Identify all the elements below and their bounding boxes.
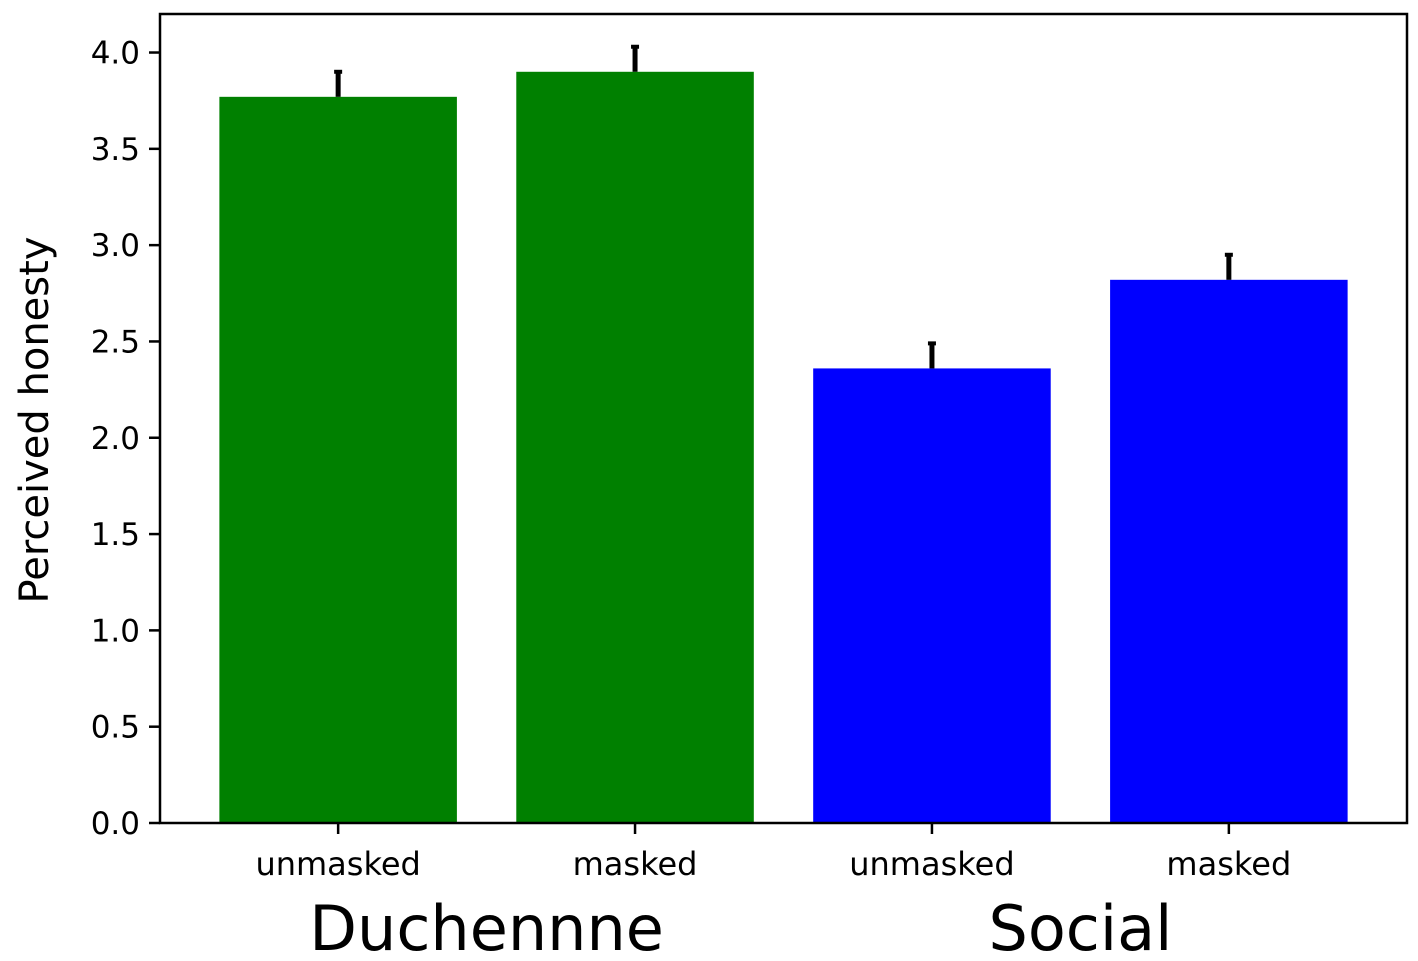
y-tick-label: 1.5 — [91, 517, 140, 553]
x-tick-label: masked — [573, 845, 698, 883]
plot-frame — [158, 12, 1409, 825]
y-tick-label: 2.5 — [91, 324, 140, 360]
y-tick-label: 1.0 — [91, 613, 140, 649]
y-tick-label: 4.0 — [91, 36, 140, 72]
error-bars-layer — [334, 44, 1233, 369]
bar-social-unmasked — [813, 368, 1051, 823]
group-label: Duchennne — [309, 892, 664, 961]
y-tick-label: 3.0 — [91, 228, 140, 264]
y-axis-label: Perceived honesty — [12, 237, 58, 604]
bars-layer — [219, 71, 1348, 824]
y-tick-label: 2.0 — [91, 421, 140, 457]
y-tick-label: 3.5 — [91, 132, 140, 168]
x-tick-label: masked — [1166, 845, 1291, 883]
y-tick-label: 0.0 — [91, 806, 140, 842]
x-axis-ticks: unmasked masked unmasked masked Duchennne Soc… — [255, 823, 1291, 961]
x-tick-label: unmasked — [255, 845, 420, 883]
x-tick-label: unmasked — [849, 845, 1014, 883]
bar-duchennne-unmasked — [219, 96, 457, 824]
y-tick-label: 0.5 — [91, 710, 140, 746]
bar-duchennne-masked — [516, 71, 754, 824]
bar-social-masked — [1110, 279, 1348, 823]
group-label: Social — [988, 892, 1172, 961]
y-axis-ticks: 0.0 0.5 1.0 1.5 2.0 2.5 3.0 3.5 4.0 — [91, 36, 160, 842]
